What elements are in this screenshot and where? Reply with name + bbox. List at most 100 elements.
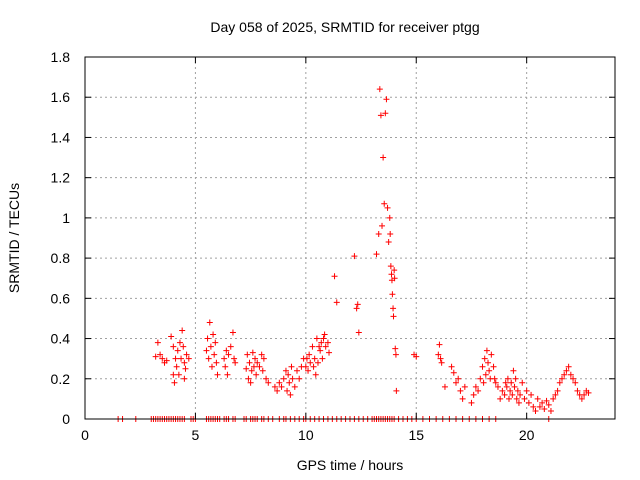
data-point [176,339,183,346]
data-point [316,343,323,350]
data-point [477,375,484,382]
data-point [222,363,229,370]
x-tick-label: 15 [408,427,424,443]
data-points [115,86,592,422]
data-point [380,154,387,161]
data-point [265,379,272,386]
data-point [515,399,522,406]
data-point [278,383,285,390]
data-point [232,359,239,366]
data-point [530,403,537,410]
data-point [260,355,267,362]
data-point [550,395,557,402]
data-point [282,367,289,374]
data-point [387,230,394,237]
y-tick-label: 0.8 [51,250,71,266]
data-point [485,359,492,366]
data-point [221,355,228,362]
data-point [578,395,585,402]
data-point [448,363,455,370]
data-point [491,375,498,382]
data-point [388,271,395,278]
data-point [276,379,283,386]
data-point [180,343,187,350]
data-point [207,343,214,350]
x-tick-label: 20 [519,427,535,443]
data-point [525,399,532,406]
data-point [353,305,360,312]
data-point [459,395,466,402]
data-point [157,351,164,358]
data-point [171,379,178,386]
data-point [225,351,232,358]
data-point [494,383,501,390]
data-point [208,363,215,370]
data-point [386,214,393,221]
x-tick-label: 0 [81,427,89,443]
data-point [385,239,392,246]
data-point [173,363,180,370]
data-point [319,355,326,362]
data-point [376,86,383,93]
data-point [492,379,499,386]
data-point [539,399,546,406]
data-point [482,371,489,378]
data-point [287,391,294,398]
data-point [457,387,464,394]
data-point [210,331,217,338]
data-point [179,327,186,334]
y-tick-label: 1.6 [51,89,71,105]
data-point [248,367,255,374]
data-point [285,371,292,378]
data-point [223,347,230,354]
data-point [288,363,295,370]
data-point [481,355,488,362]
data-point [256,363,263,370]
data-point [379,222,386,229]
data-point [497,395,504,402]
grid-lines [85,57,615,419]
data-point [263,375,270,382]
data-point [253,371,260,378]
data-point [483,347,490,354]
data-point [585,389,592,396]
data-point [280,375,287,382]
data-point [514,387,521,394]
data-point [163,357,170,364]
data-point [468,399,475,406]
data-point [565,363,572,370]
data-point [581,391,588,398]
data-point [391,275,398,282]
data-point [181,375,188,382]
data-point [172,355,179,362]
y-tick-label: 1 [62,210,70,226]
data-point [513,395,520,402]
data-point [182,365,189,372]
data-point [317,347,324,354]
data-point [203,347,210,354]
data-point [247,379,254,386]
data-point [294,367,300,374]
data-point [499,387,506,394]
y-tick-label: 1.4 [51,129,71,145]
data-point [556,379,563,386]
data-point [224,371,231,378]
data-point [507,387,514,394]
data-point [508,379,515,386]
data-point [570,375,577,382]
data-point [355,329,362,336]
axis-ticks: 0 5 10 15 20 0 0.2 0.4 0.6 0.8 1 1.2 1.4 1.6 1.8 [51,49,615,443]
data-point [554,387,561,394]
data-point [387,263,394,270]
data-point [284,387,291,394]
data-point [512,375,519,382]
data-point [563,367,570,374]
data-point [541,405,548,412]
data-point [152,353,159,360]
data-point [291,383,298,390]
data-point [324,339,331,346]
data-point [503,383,510,390]
data-point [244,351,251,358]
data-point [312,371,319,378]
data-point [437,355,444,362]
